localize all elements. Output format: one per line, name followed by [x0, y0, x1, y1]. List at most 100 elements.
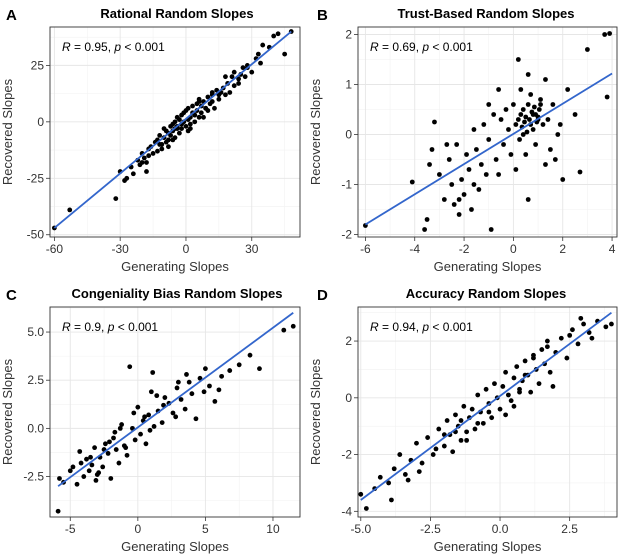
data-point — [436, 426, 442, 432]
data-point — [187, 126, 193, 132]
chart-panel-a: A Rational Random Slopes -60 -30 0 30 -50 -25 0 2… — [0, 6, 301, 274]
data-point — [454, 142, 460, 147]
data-point — [131, 410, 137, 416]
plot-frame — [357, 26, 618, 238]
data-point — [219, 373, 225, 379]
data-point — [557, 122, 563, 127]
data-point — [525, 72, 531, 77]
x-tick-label: -6 — [360, 242, 371, 256]
major-gridlines — [50, 307, 300, 517]
data-point — [481, 122, 487, 127]
y-tick-label: -25 — [27, 171, 45, 185]
x-axis-label: Generating Slopes — [121, 539, 229, 554]
data-point — [203, 366, 208, 372]
data-point — [205, 94, 211, 100]
data-point — [525, 197, 531, 202]
data-point — [515, 57, 521, 62]
data-point — [207, 383, 212, 389]
data-point — [414, 440, 419, 446]
data-point — [187, 121, 193, 127]
x-tick-label: -5.0 — [350, 522, 371, 536]
data-point — [74, 481, 80, 487]
data-point — [513, 167, 519, 172]
data-point — [483, 172, 489, 177]
data-point — [570, 327, 575, 333]
data-point — [547, 369, 553, 375]
data-point — [429, 147, 435, 152]
data-point — [471, 127, 477, 132]
data-point — [173, 414, 179, 420]
data-point — [609, 321, 614, 327]
chart-title: Accuracy Random Slopes — [406, 286, 566, 301]
x-tick-label: 10 — [266, 522, 280, 536]
y-tick-label: 0.0 — [27, 421, 44, 435]
data-point — [524, 129, 530, 135]
data-point — [515, 117, 521, 122]
data-point — [523, 152, 529, 157]
y-axis-label: Recovered Slopes — [308, 358, 323, 465]
data-point — [88, 454, 93, 460]
data-point — [203, 105, 209, 111]
data-point — [511, 375, 517, 381]
minor-gridlines — [50, 307, 300, 517]
data-point — [201, 114, 206, 120]
data-point — [122, 178, 127, 183]
data-point — [389, 497, 394, 503]
data-point — [55, 508, 61, 514]
data-point — [141, 155, 147, 161]
data-point — [148, 389, 154, 395]
data-point — [461, 403, 467, 409]
data-point — [543, 77, 548, 82]
data-point — [520, 107, 526, 112]
data-point — [575, 341, 581, 347]
data-point — [103, 441, 108, 447]
data-point — [533, 142, 538, 147]
data-point — [130, 171, 136, 177]
data-point — [212, 105, 217, 111]
data-point — [111, 435, 116, 441]
data-point — [409, 179, 415, 185]
data-point — [604, 94, 610, 100]
data-point — [565, 87, 571, 92]
data-point — [441, 443, 447, 449]
correlation-annotation: R = 0.69, p < 0.001 — [370, 40, 473, 54]
data-point — [176, 117, 182, 122]
data-point — [528, 389, 534, 395]
data-point — [70, 464, 76, 470]
x-tick-label: 0 — [183, 242, 190, 256]
data-point — [249, 69, 255, 75]
y-tick-label: 1 — [345, 78, 352, 92]
data-point — [437, 172, 442, 177]
data-point — [461, 192, 467, 197]
data-point — [456, 212, 462, 217]
data-point — [155, 148, 160, 154]
data-point — [458, 418, 464, 423]
data-point — [564, 355, 570, 361]
data-point — [503, 107, 509, 112]
data-point — [67, 207, 73, 213]
data-point — [281, 327, 287, 333]
data-point — [143, 441, 149, 447]
data-point — [453, 412, 458, 418]
data-point — [522, 119, 527, 125]
data-point — [107, 439, 112, 445]
data-point — [157, 132, 163, 138]
data-point — [550, 384, 556, 389]
data-point — [545, 117, 551, 122]
regression-line — [53, 30, 292, 229]
data-point — [503, 369, 509, 375]
x-tick-label: -4 — [409, 242, 420, 256]
data-point — [469, 207, 474, 212]
data-point — [425, 435, 431, 440]
data-point — [530, 112, 536, 117]
x-tick-label: 0.0 — [492, 522, 509, 536]
panel-letter: D — [317, 287, 328, 304]
y-tick-label: 0 — [37, 115, 44, 129]
data-point — [240, 65, 246, 71]
data-point — [459, 177, 464, 182]
chart-panel-c: C Congeniality Bias Random Slopes -5 0 5 10 -2… — [0, 286, 301, 554]
data-point — [236, 76, 241, 82]
data-point — [506, 127, 511, 132]
data-point — [539, 347, 545, 352]
data-points — [363, 31, 612, 232]
